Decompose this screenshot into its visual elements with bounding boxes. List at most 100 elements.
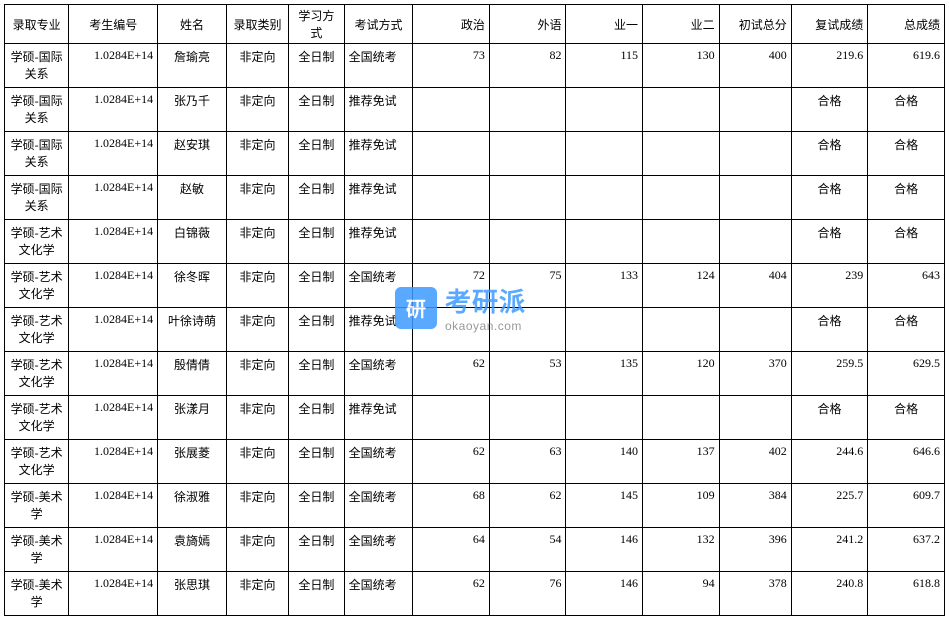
cell-id: 1.0284E+14 <box>69 352 158 396</box>
cell-exam: 推荐免试 <box>344 396 413 440</box>
table-header: 录取专业 考生编号 姓名 录取类别 学习方式 考试方式 政治 外语 业一 业二 … <box>5 5 945 44</box>
cell-name: 张展菱 <box>158 440 227 484</box>
cell-politics: 62 <box>413 352 490 396</box>
cell-mode: 全日制 <box>289 308 344 352</box>
table-row: 学硕-美术学1.0284E+14张思琪非定向全日制全国统考62761469437… <box>5 572 945 616</box>
cell-prelim: 402 <box>719 440 791 484</box>
cell-fushi: 合格 <box>791 220 868 264</box>
cell-name: 詹瑜亮 <box>158 44 227 88</box>
cell-exam: 全国统考 <box>344 44 413 88</box>
cell-major: 学硕-美术学 <box>5 572 69 616</box>
header-fushi: 复试成绩 <box>791 5 868 44</box>
cell-sub2: 137 <box>643 440 720 484</box>
table-body: 学硕-国际关系1.0284E+14詹瑜亮非定向全日制全国统考7382115130… <box>5 44 945 616</box>
cell-mode: 全日制 <box>289 396 344 440</box>
cell-major: 学硕-美术学 <box>5 528 69 572</box>
header-type: 录取类别 <box>226 5 288 44</box>
cell-sub2: 132 <box>643 528 720 572</box>
table-row: 学硕-国际关系1.0284E+14赵敏非定向全日制推荐免试合格合格 <box>5 176 945 220</box>
cell-politics: 68 <box>413 484 490 528</box>
cell-prelim: 396 <box>719 528 791 572</box>
cell-exam: 全国统考 <box>344 572 413 616</box>
table-row: 学硕-艺术文化学1.0284E+14殷倩倩非定向全日制全国统考625313512… <box>5 352 945 396</box>
cell-name: 殷倩倩 <box>158 352 227 396</box>
cell-type: 非定向 <box>226 308 288 352</box>
cell-exam: 全国统考 <box>344 484 413 528</box>
cell-type: 非定向 <box>226 440 288 484</box>
cell-exam: 全国统考 <box>344 352 413 396</box>
cell-name: 叶徐诗萌 <box>158 308 227 352</box>
cell-sub1 <box>566 88 643 132</box>
cell-foreign <box>489 308 566 352</box>
cell-sub1: 146 <box>566 572 643 616</box>
cell-name: 袁旖嫣 <box>158 528 227 572</box>
cell-id: 1.0284E+14 <box>69 132 158 176</box>
cell-foreign: 76 <box>489 572 566 616</box>
cell-fushi: 合格 <box>791 396 868 440</box>
cell-sub1 <box>566 308 643 352</box>
cell-id: 1.0284E+14 <box>69 440 158 484</box>
cell-total: 637.2 <box>868 528 945 572</box>
cell-total: 合格 <box>868 176 945 220</box>
cell-name: 张漾月 <box>158 396 227 440</box>
cell-prelim <box>719 308 791 352</box>
cell-sub2 <box>643 308 720 352</box>
cell-exam: 全国统考 <box>344 440 413 484</box>
header-major: 录取专业 <box>5 5 69 44</box>
cell-fushi: 合格 <box>791 176 868 220</box>
cell-mode: 全日制 <box>289 44 344 88</box>
cell-foreign: 54 <box>489 528 566 572</box>
cell-total: 609.7 <box>868 484 945 528</box>
header-sub1: 业一 <box>566 5 643 44</box>
cell-sub2 <box>643 396 720 440</box>
cell-exam: 推荐免试 <box>344 220 413 264</box>
cell-politics: 62 <box>413 572 490 616</box>
cell-mode: 全日制 <box>289 88 344 132</box>
cell-type: 非定向 <box>226 484 288 528</box>
cell-politics <box>413 220 490 264</box>
cell-foreign: 53 <box>489 352 566 396</box>
cell-total: 629.5 <box>868 352 945 396</box>
cell-sub1 <box>566 176 643 220</box>
cell-mode: 全日制 <box>289 132 344 176</box>
cell-exam: 推荐免试 <box>344 308 413 352</box>
cell-type: 非定向 <box>226 264 288 308</box>
cell-id: 1.0284E+14 <box>69 220 158 264</box>
cell-mode: 全日制 <box>289 220 344 264</box>
cell-sub1: 146 <box>566 528 643 572</box>
cell-major: 学硕-美术学 <box>5 484 69 528</box>
cell-type: 非定向 <box>226 572 288 616</box>
cell-total: 合格 <box>868 88 945 132</box>
cell-sub2: 120 <box>643 352 720 396</box>
cell-sub1: 133 <box>566 264 643 308</box>
cell-id: 1.0284E+14 <box>69 572 158 616</box>
cell-prelim <box>719 220 791 264</box>
cell-foreign <box>489 132 566 176</box>
cell-type: 非定向 <box>226 44 288 88</box>
cell-mode: 全日制 <box>289 484 344 528</box>
cell-prelim <box>719 396 791 440</box>
cell-name: 白锦薇 <box>158 220 227 264</box>
cell-mode: 全日制 <box>289 528 344 572</box>
cell-mode: 全日制 <box>289 176 344 220</box>
cell-politics: 72 <box>413 264 490 308</box>
cell-sub2: 94 <box>643 572 720 616</box>
cell-total: 618.8 <box>868 572 945 616</box>
cell-major: 学硕-艺术文化学 <box>5 308 69 352</box>
cell-sub1 <box>566 220 643 264</box>
header-prelim: 初试总分 <box>719 5 791 44</box>
table-row: 学硕-美术学1.0284E+14徐淑雅非定向全日制全国统考68621451093… <box>5 484 945 528</box>
cell-total: 合格 <box>868 308 945 352</box>
header-sub2: 业二 <box>643 5 720 44</box>
cell-sub1 <box>566 396 643 440</box>
cell-type: 非定向 <box>226 396 288 440</box>
cell-fushi: 244.6 <box>791 440 868 484</box>
header-foreign: 外语 <box>489 5 566 44</box>
cell-foreign: 63 <box>489 440 566 484</box>
cell-mode: 全日制 <box>289 572 344 616</box>
cell-sub1: 115 <box>566 44 643 88</box>
table-row: 学硕-艺术文化学1.0284E+14张漾月非定向全日制推荐免试合格合格 <box>5 396 945 440</box>
cell-total: 合格 <box>868 132 945 176</box>
cell-major: 学硕-国际关系 <box>5 44 69 88</box>
cell-type: 非定向 <box>226 528 288 572</box>
